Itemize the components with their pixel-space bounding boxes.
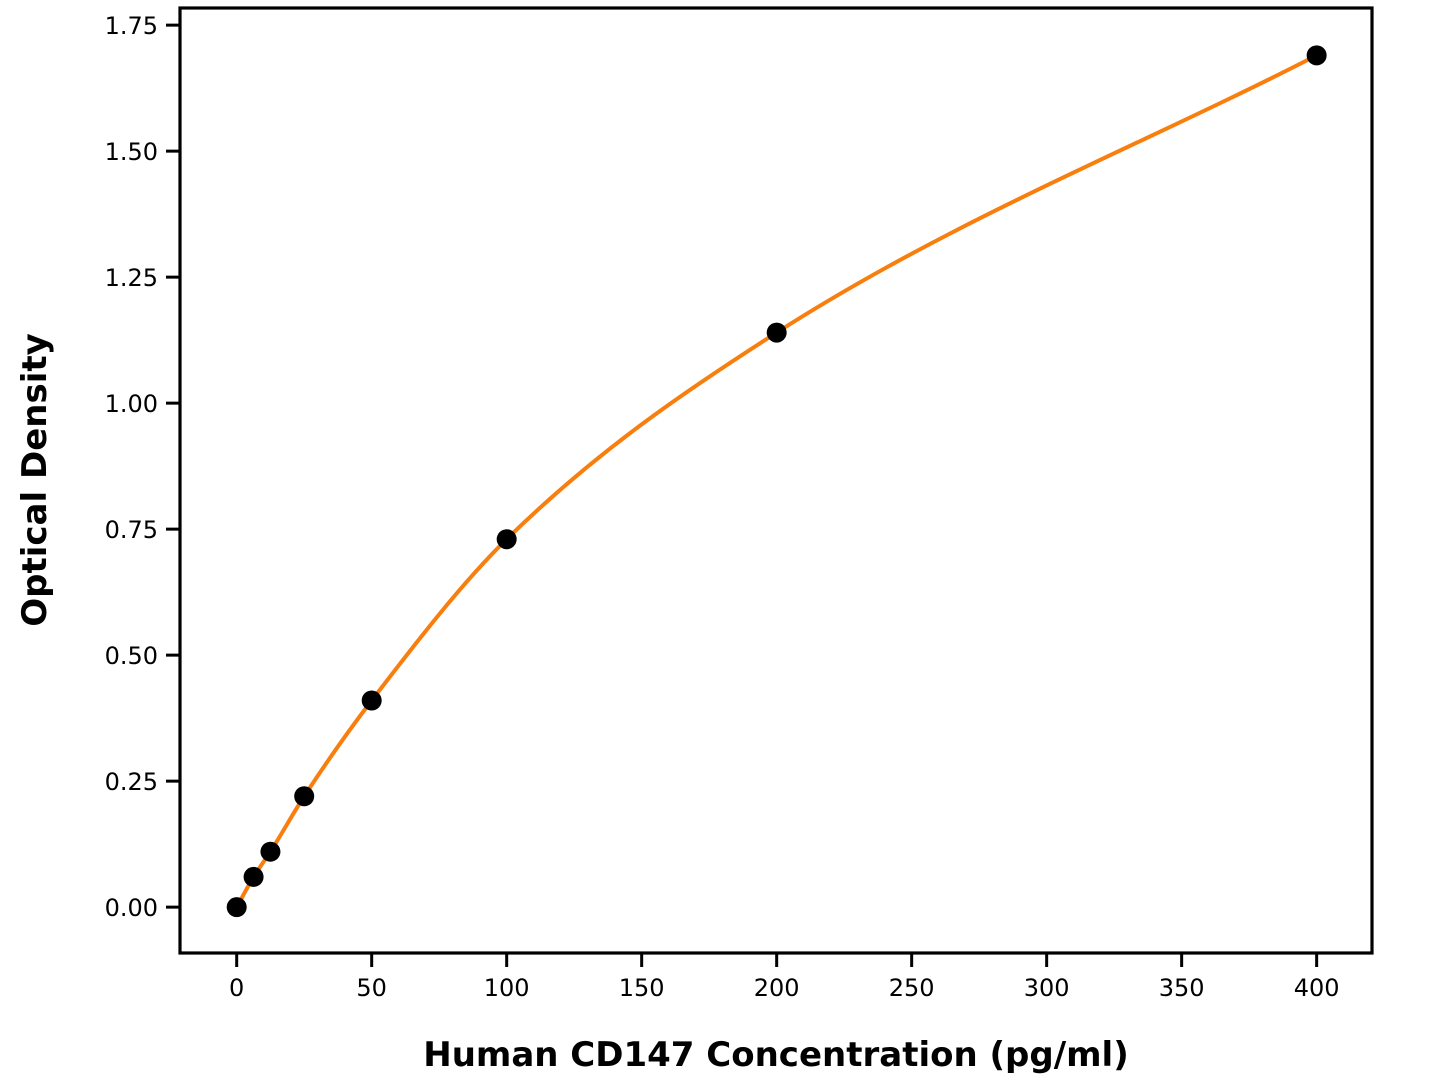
data-point (496, 529, 517, 550)
x-tick-label: 300 (1024, 974, 1070, 1002)
data-points-layer (226, 45, 1327, 918)
y-tick-label: 0.50 (105, 642, 158, 670)
x-tick-label: 350 (1159, 974, 1205, 1002)
standard-curve-line (234, 53, 1319, 910)
data-point (766, 322, 787, 343)
y-axis-label: Optical Density (15, 333, 55, 627)
x-tick-label: 50 (356, 974, 387, 1002)
data-point (294, 786, 315, 807)
data-point (260, 841, 281, 862)
plot-frame-layer (178, 6, 1374, 955)
x-tick-label: 250 (889, 974, 935, 1002)
y-tick-label: 0.00 (105, 894, 158, 922)
x-tick-label: 100 (484, 974, 530, 1002)
data-point (361, 690, 382, 711)
y-tick-label: 1.25 (105, 264, 158, 292)
x-tick-label: 200 (754, 974, 800, 1002)
x-tick-label: 150 (619, 974, 665, 1002)
x-tick-label: 0 (229, 974, 244, 1002)
y-tick-label: 0.75 (105, 516, 158, 544)
y-tick-label: 0.25 (105, 768, 158, 796)
x-axis-label: Human CD147 Concentration (pg/ml) (423, 1035, 1129, 1075)
y-tick-label: 1.75 (105, 12, 158, 40)
y-tick-label: 1.50 (105, 138, 158, 166)
data-point (1306, 45, 1327, 66)
y-tick-label: 1.00 (105, 390, 158, 418)
x-tick-label: 400 (1294, 974, 1340, 1002)
data-point (226, 897, 247, 918)
data-point (243, 866, 264, 887)
plot-frame (178, 6, 1374, 955)
curve-layer (234, 53, 1319, 910)
axis-ticks-layer: 0 50 100 150 200 250 300 350 400 0.00 0.25 0.50 0.75… (105, 12, 1340, 1002)
